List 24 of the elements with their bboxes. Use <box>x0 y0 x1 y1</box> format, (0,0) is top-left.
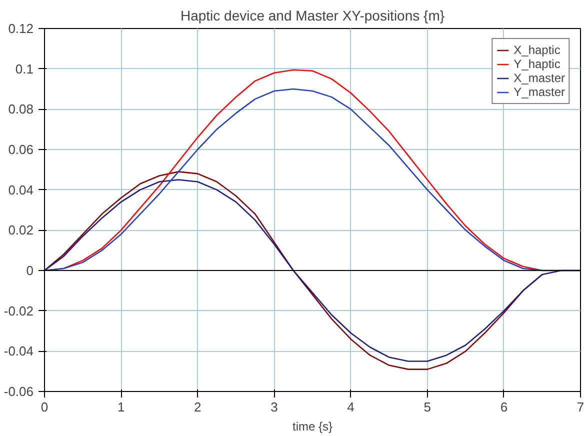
chart-title: Haptic device and Master XY-positions {m} <box>180 8 445 24</box>
legend-label: Y_master <box>514 85 565 99</box>
legend-label: Y_haptic <box>514 57 560 71</box>
x-tick-label: 3 <box>270 400 278 414</box>
y-tick-label: 0.08 <box>8 102 34 117</box>
x-tick-label: 7 <box>576 400 584 414</box>
x-tick-label: 5 <box>424 400 431 414</box>
y-tick-label: 0.06 <box>8 142 34 157</box>
legend-label: X_haptic <box>514 43 560 57</box>
y-tick-label: -0.02 <box>4 303 34 318</box>
y-tick-label: 0.04 <box>8 182 34 198</box>
y-tick-label: -0.06 <box>4 384 34 399</box>
legend-label: X_master <box>514 71 565 85</box>
x-tick-label: 6 <box>500 400 508 414</box>
x-tick-label: 1 <box>117 400 125 414</box>
y-tick-label: 0.1 <box>15 61 34 76</box>
x-axis-title: time {s} <box>292 420 333 434</box>
y-tick-label: 0 <box>26 263 34 278</box>
y-tick-label: 0.02 <box>8 222 34 238</box>
x-tick-label: 4 <box>347 400 354 414</box>
x-tick-label: 2 <box>194 400 202 414</box>
y-tick-label: -0.04 <box>4 344 34 359</box>
x-tick-label: 0 <box>40 400 48 414</box>
y-tick-label: 0.12 <box>8 21 34 36</box>
